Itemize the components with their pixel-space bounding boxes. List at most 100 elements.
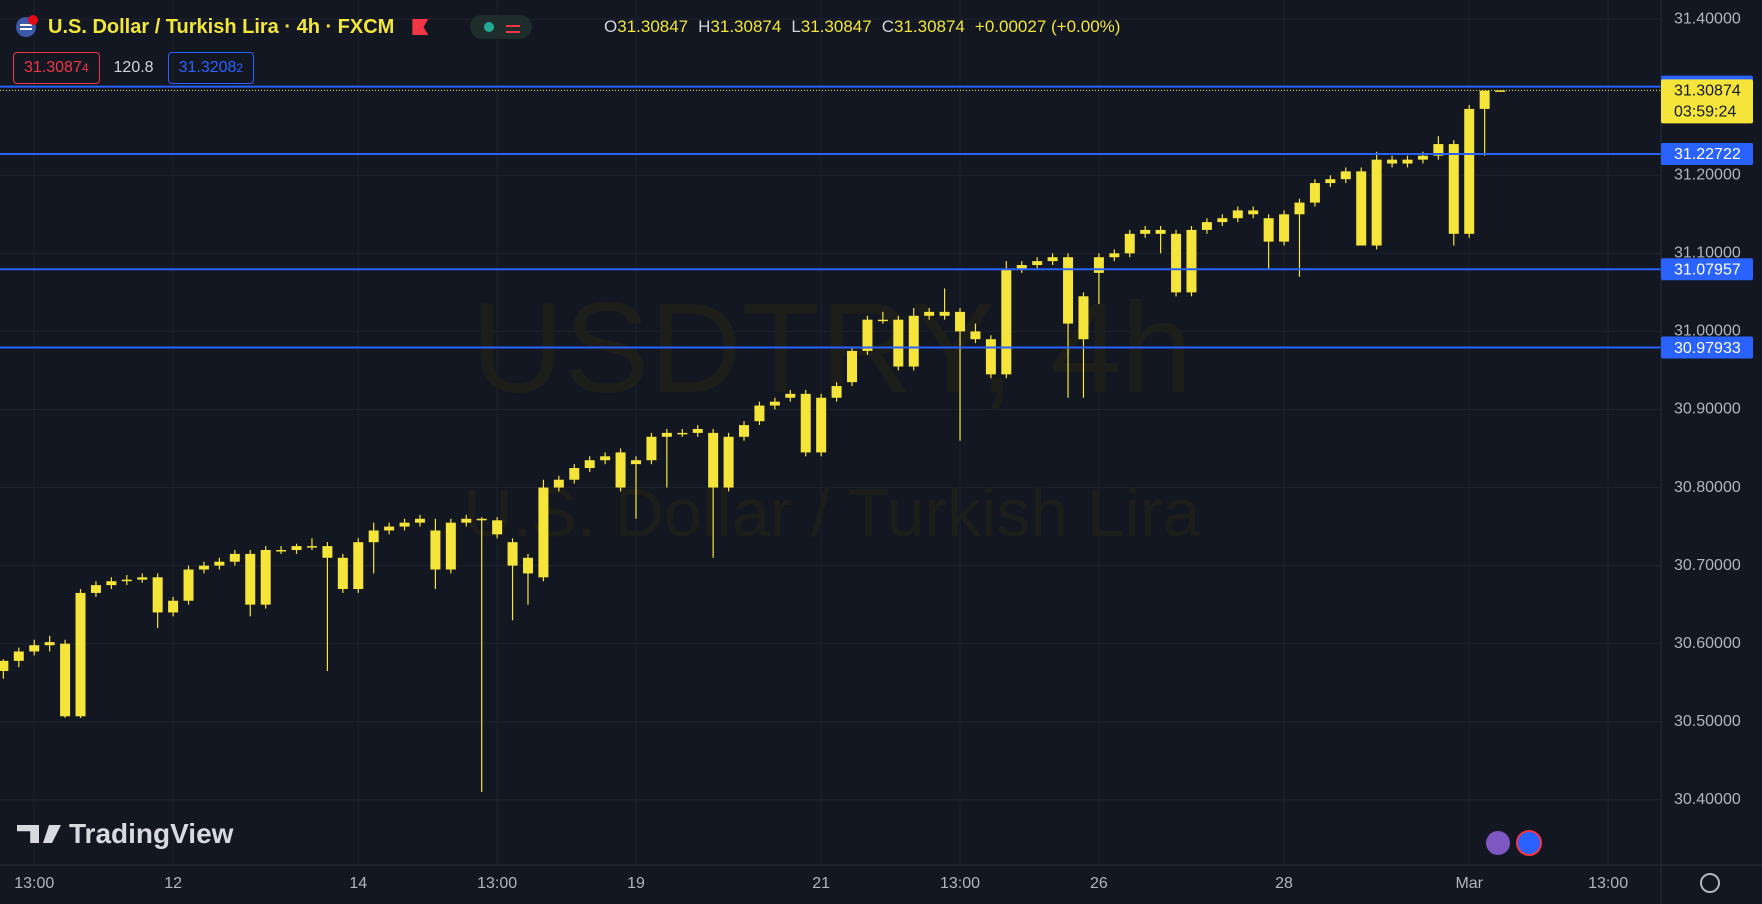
x-tick-label: 28 [1275,875,1293,892]
candle-body [955,311,966,332]
candle-body [1186,229,1197,293]
candle-body [831,386,842,398]
candle-body [723,436,734,488]
candle-body [1402,159,1413,164]
sell-price: 31.3087 [24,59,82,76]
candle-body [492,520,503,535]
current-price-label: 31.30874 [1674,83,1741,100]
candle-body [553,479,564,488]
candle-body [476,518,487,521]
candle-body [29,645,40,652]
candle-body [1001,268,1012,375]
candle-body [1464,108,1475,234]
candle-body [276,549,287,552]
ohlc-readout: O31.30847 H31.30874 L31.30847 C31.30874 … [604,17,1120,37]
ohlc-high: H31.30874 [698,17,781,37]
x-tick-label: Mar [1455,875,1483,892]
candle-body [106,581,117,586]
ohlc-key: C [881,17,894,36]
candle-body [214,561,225,566]
status-pill[interactable] [470,15,533,39]
candle-body [13,651,24,661]
candle-body [816,397,827,453]
candle-body [538,487,549,578]
candle-body [75,592,86,717]
plot [0,85,1661,793]
flag-button[interactable] [412,19,429,35]
candle-body [1479,90,1490,109]
candle-body [800,393,811,453]
candle-body [1032,261,1043,266]
candle-body [260,549,271,605]
candle-body [1356,171,1367,246]
candle-body [1109,253,1120,258]
logo[interactable]: TradingView [17,818,233,850]
event-icon[interactable] [1486,831,1510,855]
candle-body [569,468,580,480]
price-line-label-box [1661,336,1753,359]
x-tick-label: 13:00 [14,875,54,892]
candle-body [862,319,873,351]
ohlc-value: 31.30847 [617,17,689,36]
candle-body [368,530,379,543]
candle-body [121,579,132,582]
candle-body [1140,229,1151,234]
current-price-box [1661,79,1753,124]
candle-body [908,315,919,367]
candle-body [769,401,780,406]
candle-body [183,569,194,601]
settings-icon[interactable] [1700,873,1720,893]
candle-body [399,522,410,527]
ohlc-key: L [791,17,801,36]
sell-button[interactable]: 31.3087 4 [13,52,100,84]
candle-body [1248,210,1259,215]
symbol-title[interactable]: U.S. Dollar / Turkish Lira · 4h · FXCM [48,15,395,38]
candle-body [1047,257,1058,262]
y-tick-label: 31.00000 [1674,323,1741,340]
symbol-flag [16,15,38,37]
candle-body [1325,179,1336,184]
candle-body [584,460,595,469]
candle-body [1063,257,1074,324]
candle-body [1217,218,1228,223]
flag-icon[interactable] [1516,830,1542,856]
candle-body [137,577,148,580]
candle-body [754,405,765,422]
candle-body [60,643,71,717]
ohlc-value: 31.30874 [893,17,965,36]
candle-body [229,553,240,562]
x-tick-label: 26 [1090,875,1108,892]
y-tick-label: 30.90000 [1674,401,1741,418]
sell-pip: 4 [81,61,89,75]
candle-body [384,526,395,531]
candle-body [939,311,950,316]
candle-body [1433,144,1444,156]
price-line-label-box [1661,258,1753,281]
symbol-header: U.S. Dollar / Turkish Lira · 4h · FXCM [14,12,533,42]
candle-body [985,339,996,375]
candle-body [507,542,518,566]
candle-body [1417,155,1428,160]
axes: 31.40000 31.20000 31.10000 31.00000 30.90000… [14,10,1753,892]
ohlc-value: 31.30874 [710,17,782,36]
grid [0,0,1661,865]
candle-body [739,425,750,437]
y-tick-label: 31.10000 [1674,245,1741,262]
x-tick-label: 13:00 [940,875,980,892]
x-tick-label: 14 [349,875,367,892]
candle-body [661,432,672,437]
logo-mark [17,823,61,845]
candle-body [1078,296,1089,340]
candle-body [1448,144,1459,234]
y-tick-label: 30.50000 [1674,713,1741,730]
candle-body [44,642,55,646]
candle-body [430,530,441,570]
candle-body [1309,183,1320,203]
x-tick-label: 12 [164,875,182,892]
countdown: 03:59:24 [1674,104,1736,121]
spread: 120.8 [113,59,154,76]
buy-button[interactable]: 31.3208 2 [167,52,255,84]
candle-body [677,432,688,435]
